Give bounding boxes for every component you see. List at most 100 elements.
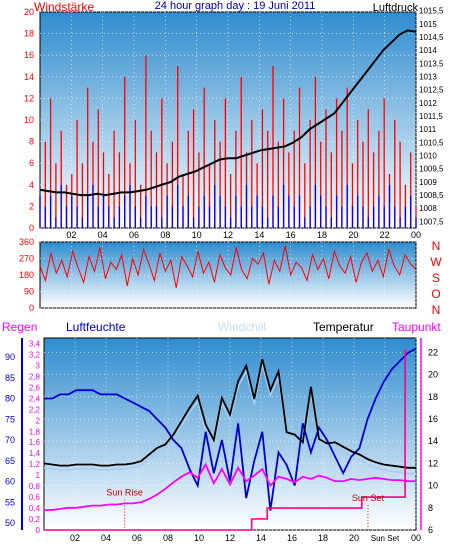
direction-tick: 0 [29,303,34,313]
hour-tick: 04 [101,533,111,543]
humidity-tick: 90 [5,352,15,362]
temperature-tick: 6 [428,525,433,535]
luftdruck-tick: 1007,5 [419,217,444,226]
chart-title: 24 hour graph day : 19 Juni 2011 [155,0,316,12]
regen-tick: 1,8 [29,427,41,436]
regen-tick: 2,6 [29,383,41,392]
temperature-humidity-panel: Regen Luftfeuchte Windchill Temperatur T… [2,320,441,543]
luftdruck-tick: 1012 [419,99,437,108]
compass-tick: O [431,287,440,301]
luftdruck-tick: 1010,5 [419,138,444,147]
windstaerke-tick: 4 [29,180,34,190]
hour-tick: 02 [66,230,76,240]
temperature-tick: 18 [428,392,438,402]
regen-tick: 2,8 [29,372,41,381]
compass-tick: W [430,255,442,269]
direction-tick: 360 [19,237,34,247]
compass-tick: S [432,271,440,285]
regen-tick: 3,4 [29,339,41,348]
regen-tick: 2,4 [29,394,41,403]
luftdruck-tick: 1008,5 [419,191,444,200]
windstaerke-tick: 18 [24,29,34,39]
luftdruck-tick: 1009 [419,178,437,187]
hour-tick: 00 [411,533,421,543]
hour-tick: 20 [349,533,359,543]
hour-tick: 06 [129,230,139,240]
wind-pressure-panel: Windstärke 24 hour graph day : 19 Juni 2… [24,0,444,240]
humidity-tick: 70 [5,435,15,445]
regen-tick: 0,8 [29,482,41,491]
luftdruck-tick: 1011 [419,125,437,134]
windstaerke-tick: 2 [29,201,34,211]
temperature-tick: 12 [428,458,438,468]
regen-tick: 1 [36,471,41,480]
temperature-tick: 16 [428,414,438,424]
windstaerke-tick: 10 [24,115,34,125]
sunrise-label: Sun Rise [106,488,143,498]
direction-tick: 270 [19,254,34,264]
windstaerke-tick: 12 [24,93,34,103]
hour-tick: Sun Set [371,534,400,543]
temperature-tick: 8 [428,503,433,513]
humidity-tick: 65 [5,456,15,466]
luftdruck-tick: 1011,5 [419,112,443,121]
luftdruck-tick: 1010 [419,152,437,161]
series-humidity [44,347,417,511]
sunset-label: Sun Set [352,493,385,503]
luftdruck-tick: 1015,5 [419,7,444,16]
temperature-ticks: 681012141618202200,20,40,60,811,21,41,61… [5,339,438,543]
hour-tick: 06 [132,533,142,543]
direction-tick: 180 [19,270,34,280]
series-rain [44,349,406,531]
windchill-label: Windchill [218,320,266,334]
humidity-tick: 50 [5,518,15,528]
humidity-tick: 85 [5,373,15,383]
hour-tick: 20 [348,230,358,240]
regen-tick: 2,2 [29,405,41,414]
wind-pressure-series [39,29,417,228]
hour-tick: 10 [194,533,204,543]
regen-tick: 3 [36,361,41,370]
hour-tick: 00 [411,230,421,240]
hour-tick: 18 [317,230,327,240]
hour-tick: 12 [225,533,235,543]
sun-annotations: Sun Rise Sun Set [106,488,384,530]
regen-tick: 3,2 [29,350,41,359]
regen-label: Regen [2,320,37,334]
luftdruck-tick: 1015 [419,20,437,29]
regen-tick: 0 [36,526,41,535]
series-direction [39,245,417,288]
temperature-series [43,347,417,531]
luftdruck-tick: 1014 [419,46,437,55]
hour-tick: 16 [286,230,296,240]
luftdruck-tick: 1013,5 [419,59,444,68]
humidity-tick: 60 [5,477,15,487]
humidity-tick: 75 [5,414,15,424]
regen-tick: 0,2 [29,515,41,524]
regen-tick: 2 [36,416,41,425]
regen-tick: 0,6 [29,493,41,502]
luftdruck-tick: 1008 [419,204,437,213]
windstaerke-label: Windstärke [34,0,94,14]
hour-tick: 12 [223,230,233,240]
luftdruck-tick: 1013 [419,73,437,82]
series-dewpoint [44,462,416,511]
compass-tick: N [432,239,441,253]
wind-direction-series [39,245,417,288]
luftdruck-tick: 1012,5 [419,86,444,95]
regen-tick: 1,4 [29,449,41,458]
hour-tick: 22 [380,230,390,240]
direction-tick: 90 [24,287,34,297]
hour-tick: 08 [163,533,173,543]
windstaerke-tick: 6 [29,158,34,168]
hour-tick: 08 [160,230,170,240]
temperatur-label: Temperatur [313,320,374,334]
regen-tick: 0,4 [29,504,41,513]
luftfeuchte-label: Luftfeuchte [66,320,126,334]
hour-tick: 14 [256,533,266,543]
hour-tick: 10 [192,230,202,240]
series-temperature [43,358,416,469]
